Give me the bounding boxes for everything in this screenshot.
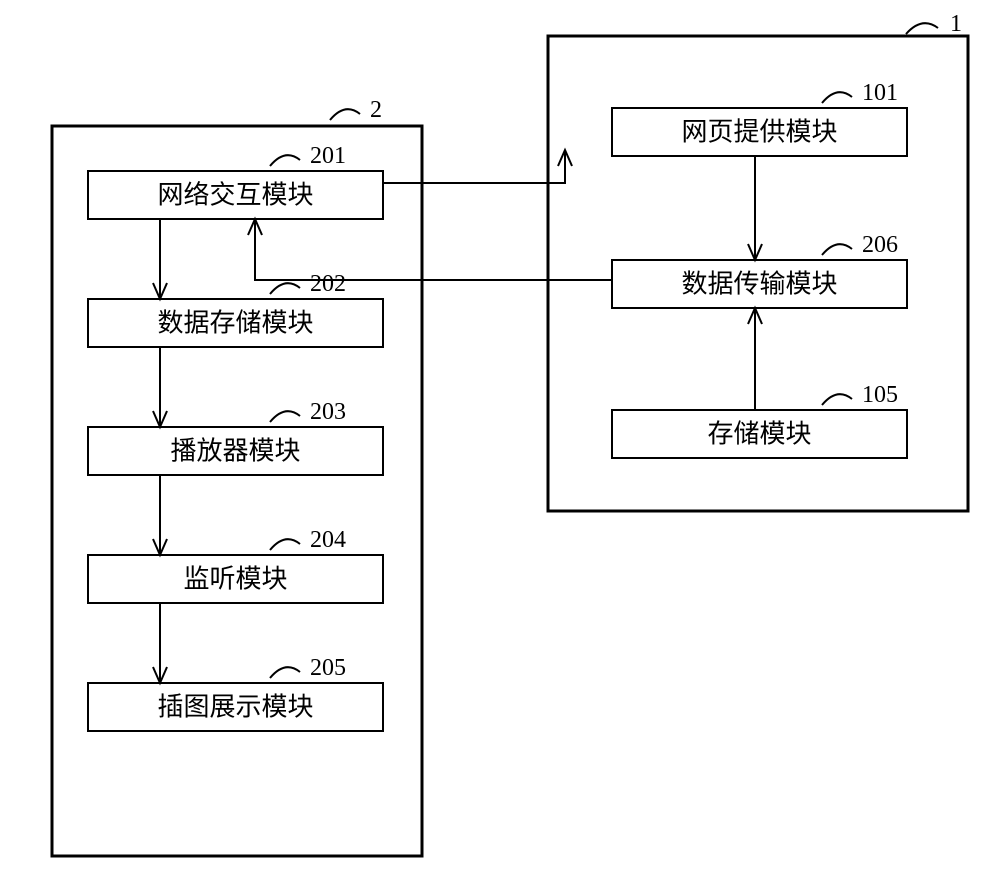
module-tick-205 xyxy=(270,667,300,678)
module-label-205: 插图展示模块 xyxy=(157,693,313,722)
module-label-101: 网页提供模块 xyxy=(681,118,837,147)
module-tick-201 xyxy=(270,155,300,166)
module-tick-203 xyxy=(270,411,300,422)
module-label-201: 网络交互模块 xyxy=(157,181,313,210)
container-label-1: 1 xyxy=(950,11,962,37)
container-2 xyxy=(52,126,422,856)
module-num-206: 206 xyxy=(862,232,898,258)
module-label-105: 存储模块 xyxy=(707,420,811,449)
module-tick-204 xyxy=(270,539,300,550)
arrow-b203-b204 xyxy=(153,475,167,555)
module-tick-101 xyxy=(822,92,852,103)
module-tick-206 xyxy=(822,244,852,255)
arrow-b201-b101 xyxy=(383,150,572,183)
module-label-203: 播放器模块 xyxy=(170,437,300,466)
module-num-105: 105 xyxy=(862,382,898,408)
module-num-205: 205 xyxy=(310,655,346,681)
arrow-b201-b202 xyxy=(153,219,167,299)
arrow-b206-b201 xyxy=(248,219,612,280)
module-num-202: 202 xyxy=(310,271,346,297)
arrow-b204-b205 xyxy=(153,603,167,683)
container-label-2: 2 xyxy=(370,97,382,123)
module-num-204: 204 xyxy=(310,527,346,553)
module-num-201: 201 xyxy=(310,143,346,169)
container-tick-1 xyxy=(906,23,938,34)
system-diagram: 2 1 网络交互模块 201 数据存储模块 202 播放器模块 203 监听模块 204 插图展示模… xyxy=(0,0,1000,876)
module-label-206: 数据传输模块 xyxy=(681,270,837,299)
arrow-b101-b206 xyxy=(748,156,762,260)
module-num-203: 203 xyxy=(310,399,346,425)
arrow-b202-b203 xyxy=(153,347,167,427)
module-label-204: 监听模块 xyxy=(183,565,287,594)
module-tick-202 xyxy=(270,283,300,294)
module-label-202: 数据存储模块 xyxy=(157,309,313,338)
module-tick-105 xyxy=(822,394,852,405)
arrow-b105-b206 xyxy=(748,308,762,410)
module-num-101: 101 xyxy=(862,80,898,106)
container-tick-2 xyxy=(330,109,360,120)
